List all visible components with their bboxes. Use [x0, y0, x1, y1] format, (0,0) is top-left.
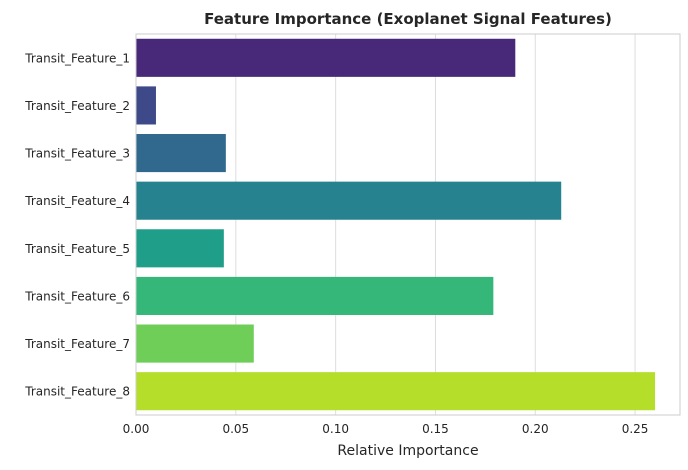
bars [136, 38, 656, 411]
bar [136, 86, 156, 125]
y-tick-label: Transit_Feature_5 [24, 242, 130, 256]
y-tick-label: Transit_Feature_2 [24, 99, 130, 113]
x-tick-labels: 0.00 0.05 0.10 0.15 0.20 0.25 [123, 422, 649, 436]
y-tick-label: Transit_Feature_7 [24, 337, 130, 351]
plot-frame [135, 33, 681, 416]
chart-title: Feature Importance (Exoplanet Signal Fea… [204, 10, 612, 28]
x-tick-label: 0.00 [123, 422, 150, 436]
x-tick-label: 0.10 [322, 422, 349, 436]
y-tick-label: Transit_Feature_4 [24, 194, 130, 208]
bar [136, 324, 254, 363]
x-tick-label: 0.20 [522, 422, 549, 436]
y-tick-label: Transit_Feature_8 [24, 385, 130, 399]
bar [136, 229, 224, 268]
x-tick-label: 0.15 [422, 422, 449, 436]
y-tick-label: Transit_Feature_1 [24, 51, 130, 65]
y-tick-label: Transit_Feature_6 [24, 289, 130, 303]
x-tick-label: 0.25 [622, 422, 649, 436]
bar [136, 134, 226, 173]
bar [136, 38, 516, 77]
bar [136, 276, 494, 315]
x-tick-label: 0.05 [222, 422, 249, 436]
x-axis-label: Relative Importance [337, 443, 478, 459]
y-tick-label: Transit_Feature_3 [24, 147, 130, 161]
bar [136, 372, 656, 411]
y-tick-labels: Transit_Feature_1 Transit_Feature_2 Transi… [24, 51, 130, 398]
bar [136, 181, 562, 220]
